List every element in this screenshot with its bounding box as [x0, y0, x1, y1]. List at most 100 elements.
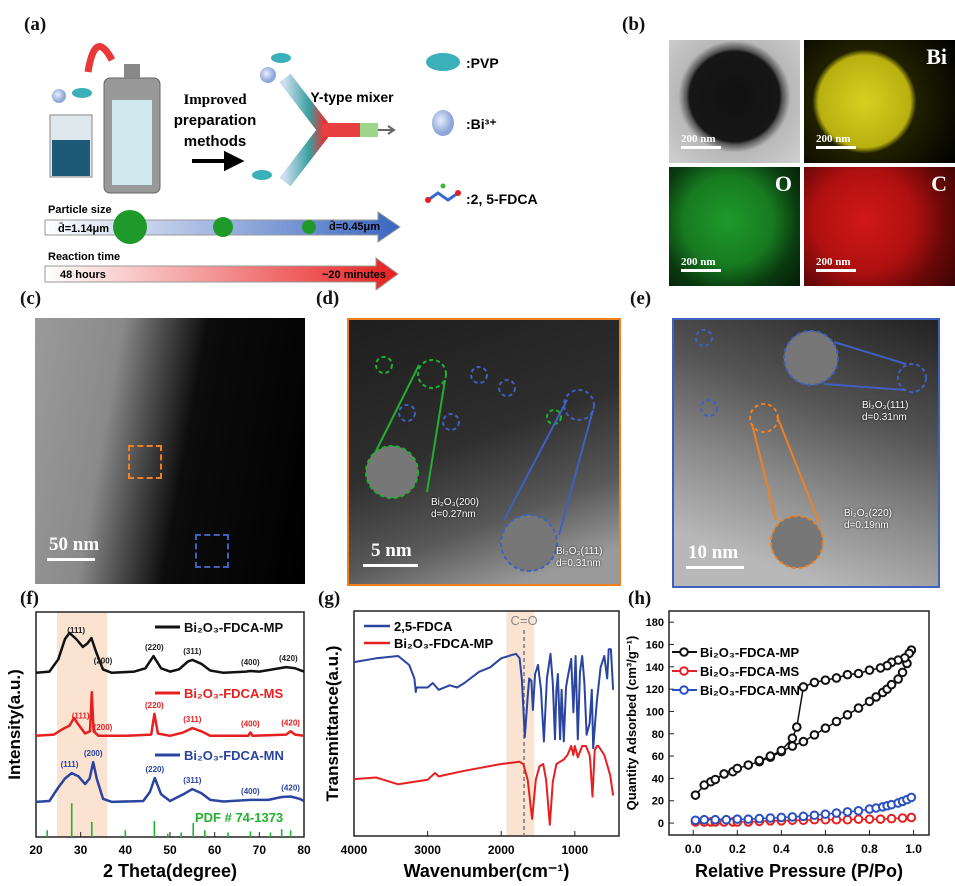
x-axis-label: Relative Pressure (P/Po) — [695, 861, 903, 881]
data-point — [690, 815, 701, 826]
legend-fdca: :2, 5-FDCA — [466, 191, 538, 207]
phase-text: Bi₂O₃(220) — [844, 508, 892, 519]
d-spacing-text: d=0.27nm — [431, 509, 476, 520]
x-tick-label: 80 — [297, 843, 311, 857]
peak-label: (400) — [241, 658, 260, 667]
x-tick-label: 0.0 — [685, 842, 702, 856]
phase-text: Bi₂O₃(111) — [862, 400, 909, 411]
data-point — [798, 682, 809, 692]
improved-text-3: methods — [184, 133, 247, 150]
x-tick-label: 20 — [29, 843, 43, 857]
x-tick-label: 0.6 — [817, 842, 834, 856]
scale-bar — [47, 558, 95, 561]
y-tick-label: 80 — [652, 729, 664, 741]
y-axis-label: Transmittance(a.u.) — [323, 646, 342, 802]
scale-bar — [681, 146, 721, 149]
y-axis-label: Intensity(a.u.) — [5, 669, 24, 780]
data-point — [842, 814, 853, 825]
legend-label: Bi₂O₃-FDCA-MP — [184, 620, 283, 635]
x-tick-label: 2000 — [488, 843, 515, 857]
mixer-label: Y-type mixer — [310, 89, 394, 105]
hrtem-image-d: Bi₂O₃(200) d=0.27nm Bi₂O₃(111) d=0.31nm 5 … — [347, 318, 621, 586]
improved-text-1: Improved — [183, 92, 247, 108]
x-tick-label: 1000 — [561, 843, 588, 857]
eds-map-c: C 200 nm — [804, 167, 955, 286]
x-axis-label: Wavenumber(cm⁻¹) — [404, 861, 570, 881]
eds-map-o: O 200 nm — [669, 167, 800, 286]
data-point — [798, 736, 809, 747]
pvp-icon — [426, 53, 460, 71]
beaker-icon — [49, 114, 93, 178]
scale-label: 200 nm — [681, 256, 716, 268]
data-point — [842, 807, 853, 817]
peak-label: (420) — [281, 784, 300, 793]
data-point — [798, 811, 809, 822]
data-point — [710, 774, 721, 785]
data-point — [732, 763, 743, 774]
panel-label-e: (e) — [630, 288, 652, 309]
flip-arrow-icon — [84, 43, 116, 73]
peak-label: (111) — [61, 760, 79, 769]
data-point — [897, 813, 908, 823]
particle-size-label: Particle size — [48, 204, 112, 216]
data-point — [776, 812, 787, 823]
y-tick-label: 140 — [646, 662, 664, 674]
peak-label: (200) — [84, 749, 103, 758]
legend-label: Bi₂O₃-FDCA-MS — [700, 664, 799, 679]
particle-size-end: d̄=0.45μm — [329, 221, 380, 233]
scale-label: 5 nm — [371, 540, 412, 561]
d-spacing-text: d=0.31nm — [556, 558, 601, 569]
data-point — [732, 814, 743, 824]
data-point — [875, 663, 886, 673]
series-line — [35, 690, 305, 738]
lattice-label-111: Bi₂O₃(111) d=0.31nm — [862, 400, 908, 424]
data-point — [743, 760, 754, 770]
y-axis-label: Quantity Adsorbed (cm³/g⁻¹) — [624, 636, 639, 811]
legend-label: Bi₂O₃-FDCA-MN — [184, 748, 284, 763]
panel-label-d: (d) — [316, 288, 340, 309]
peak-label: (420) — [281, 718, 300, 727]
reaction-time-arrow — [44, 257, 399, 290]
bi-ion-icon — [52, 89, 66, 103]
pvp-icon — [72, 88, 92, 98]
data-point — [699, 814, 710, 825]
legend-label: Bi₂O₃-FDCA-MP — [700, 645, 799, 660]
data-point — [820, 723, 831, 733]
panel-label-c: (c) — [20, 288, 42, 309]
data-point — [776, 745, 787, 756]
x-axis-label: 2 Theta(degree) — [103, 861, 237, 881]
data-point — [690, 790, 701, 800]
x-tick-label: 0.4 — [773, 842, 790, 856]
highlight-band — [56, 612, 108, 837]
peak-label: (200) — [94, 656, 113, 665]
reaction-time-label: Reaction time — [48, 251, 120, 263]
eds-map-bi: Bi 200 nm — [804, 40, 955, 163]
series-line — [35, 760, 305, 804]
data-point — [765, 751, 776, 761]
data-point — [787, 812, 798, 822]
panel-label-f: (f) — [20, 588, 39, 609]
peak-label: (111) — [72, 712, 90, 721]
legend-marker — [679, 685, 689, 695]
peak-label: (420) — [279, 654, 298, 663]
peak-label: (111) — [67, 626, 85, 635]
y-tick-label: 20 — [652, 796, 664, 808]
x-tick-label: 3000 — [414, 843, 441, 857]
x-tick-label: 50 — [163, 843, 177, 857]
data-point — [853, 703, 864, 713]
peak-label: (311) — [183, 776, 202, 785]
legend-label: Bi₂O₃-FDCA-MN — [700, 683, 800, 698]
data-point — [864, 696, 875, 707]
x-tick-label: 70 — [253, 843, 267, 857]
data-point — [906, 812, 917, 823]
c-o-label: C=O — [510, 613, 537, 628]
legend-label: Bi₂O₃-FDCA-MP — [394, 636, 493, 651]
data-point — [853, 814, 864, 824]
peak-label: (311) — [183, 647, 202, 656]
fdca-molecule-icon — [425, 183, 461, 203]
y-tick-label: 120 — [646, 684, 664, 696]
lattice-annotations — [695, 329, 927, 569]
panel-label-b: (b) — [622, 14, 646, 35]
bi-ion-icon — [432, 110, 454, 136]
